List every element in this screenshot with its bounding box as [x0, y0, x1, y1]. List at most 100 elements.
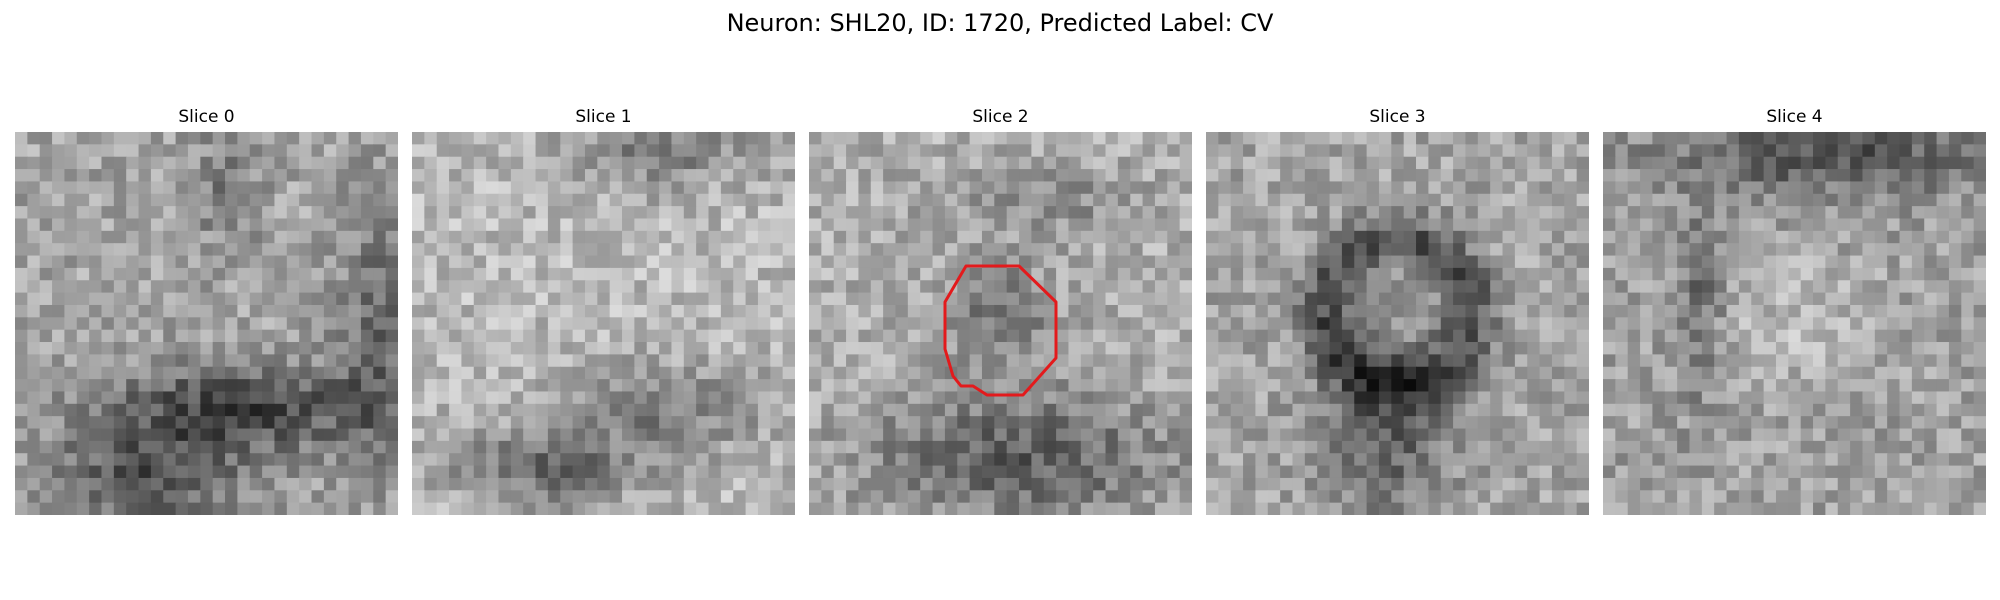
- pixel: [212, 354, 226, 368]
- pixel: [1490, 193, 1504, 207]
- pixel: [200, 379, 214, 393]
- pixel: [846, 304, 860, 318]
- pixel: [981, 243, 995, 257]
- pixel: [671, 230, 685, 244]
- pixel: [1862, 304, 1876, 318]
- pixel: [113, 206, 127, 220]
- pixel: [1677, 342, 1691, 355]
- pixel: [957, 280, 971, 294]
- pixel: [76, 206, 90, 220]
- pixel: [510, 453, 524, 467]
- pixel: [1726, 267, 1740, 281]
- pixel: [1551, 428, 1565, 442]
- pixel: [1230, 292, 1244, 306]
- pixel: [385, 243, 398, 257]
- pixel: [683, 193, 697, 207]
- pixel: [1105, 304, 1119, 318]
- pixel: [1664, 465, 1678, 479]
- pixel: [1366, 169, 1380, 183]
- pixel: [1292, 169, 1306, 183]
- pixel: [683, 403, 697, 417]
- pixel: [1230, 317, 1244, 331]
- pixel: [126, 132, 140, 145]
- pixel: [981, 453, 995, 467]
- pixel: [745, 193, 759, 207]
- pixel: [659, 317, 673, 331]
- pixel: [1948, 366, 1962, 380]
- pixel: [1403, 379, 1417, 393]
- pixel: [1973, 416, 1986, 430]
- pixel: [76, 477, 90, 491]
- pixel: [461, 391, 475, 405]
- pixel: [1825, 465, 1839, 479]
- pixel: [473, 428, 487, 442]
- pixel: [895, 453, 909, 467]
- pixel: [1862, 218, 1876, 232]
- pixel: [782, 354, 795, 368]
- pixel: [1527, 230, 1541, 244]
- pixel: [1403, 243, 1417, 257]
- pixel: [708, 243, 722, 257]
- pixel: [1775, 440, 1789, 454]
- pixel: [1329, 292, 1343, 306]
- pixel: [1292, 416, 1306, 430]
- pixel: [1416, 144, 1429, 158]
- pixel: [782, 379, 795, 393]
- pixel: [1317, 502, 1331, 515]
- pixel: [1218, 144, 1232, 158]
- pixel: [907, 403, 921, 417]
- pixel: [39, 490, 53, 504]
- pixel: [1378, 477, 1392, 491]
- pixel: [1738, 243, 1752, 257]
- pixel: [1056, 304, 1070, 318]
- pixel: [1490, 453, 1504, 467]
- pixel: [486, 218, 500, 232]
- pixel: [1514, 342, 1528, 355]
- pixel: [89, 416, 103, 430]
- pixel: [1453, 267, 1467, 281]
- pixel: [782, 304, 795, 318]
- pixel: [1366, 304, 1380, 318]
- pixel: [39, 342, 53, 355]
- pixel: [1539, 379, 1553, 393]
- pixel: [981, 169, 995, 183]
- pixel: [323, 255, 337, 269]
- pixel: [1911, 304, 1925, 318]
- pixel: [609, 366, 623, 380]
- pixel: [1813, 403, 1826, 417]
- pixel: [1899, 477, 1913, 491]
- pixel: [101, 132, 115, 145]
- pixel: [1366, 502, 1380, 515]
- pixel: [1243, 342, 1257, 355]
- pixel: [498, 304, 512, 318]
- pixel: [461, 329, 475, 343]
- pixel: [1701, 218, 1715, 232]
- pixel: [547, 490, 561, 504]
- pixel: [348, 243, 362, 257]
- pixel: [1341, 465, 1355, 479]
- pixel: [286, 304, 300, 318]
- pixel: [1243, 502, 1257, 515]
- pixel: [212, 477, 226, 491]
- pixel: [944, 255, 958, 269]
- pixel: [1329, 230, 1343, 244]
- pixel: [622, 477, 635, 491]
- pixel: [1230, 490, 1244, 504]
- pixel: [1453, 379, 1467, 393]
- pixel: [249, 243, 263, 257]
- pixel: [1006, 230, 1020, 244]
- pixel: [76, 465, 90, 479]
- pixel: [262, 465, 276, 479]
- pixel: [981, 465, 995, 479]
- pixel: [1603, 193, 1616, 207]
- pixel: [870, 379, 884, 393]
- pixel: [373, 255, 387, 269]
- pixel: [1714, 292, 1728, 306]
- pixel: [1179, 169, 1192, 183]
- pixel: [360, 292, 374, 306]
- pixel: [1640, 391, 1654, 405]
- pixel: [1514, 440, 1528, 454]
- pixel: [1514, 243, 1528, 257]
- pixel: [1378, 230, 1392, 244]
- pixel: [1490, 329, 1504, 343]
